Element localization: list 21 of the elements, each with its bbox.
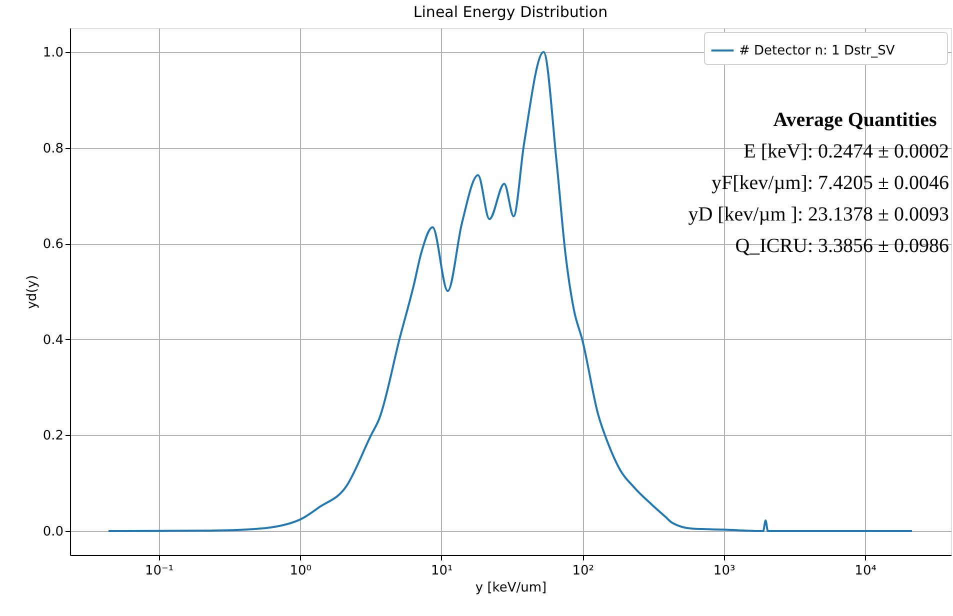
- y-axis-title: yd(y): [24, 275, 40, 309]
- annotation: Average Quantities: [773, 109, 937, 131]
- x-tick-label: 10⁰: [290, 564, 312, 578]
- y-tick-label: 0.6: [42, 237, 64, 252]
- y-tick-label: 0.0: [42, 524, 64, 540]
- x-tick-label: 10⁻¹: [145, 564, 174, 578]
- y-tick-label: 0.2: [42, 428, 64, 444]
- annotation: yF[kev/µm]: 7.4205 ± 0.0046: [712, 172, 949, 194]
- y-tick-label: 0.8: [42, 141, 64, 156]
- x-tick-label: 10⁴: [854, 564, 876, 578]
- annotation: yD [kev/µm ]: 23.1378 ± 0.0093: [688, 204, 949, 226]
- y-tick-label: 1.0: [42, 45, 64, 60]
- annotation: E [keV]: 0.2474 ± 0.0002: [744, 140, 949, 162]
- annotation: Q_ICRU: 3.3856 ± 0.0986: [735, 235, 949, 257]
- chart-title: Lineal Energy Distribution: [413, 3, 608, 21]
- legend-label: # Detector n: 1 Dstr_SV: [739, 44, 895, 58]
- x-tick-label: 10³: [713, 564, 736, 578]
- y-tick-label: 0.4: [42, 332, 64, 348]
- x-tick-label: 10²: [572, 564, 594, 578]
- x-tick-label: 10¹: [430, 564, 453, 578]
- x-axis-title: y [keV/um]: [475, 580, 547, 596]
